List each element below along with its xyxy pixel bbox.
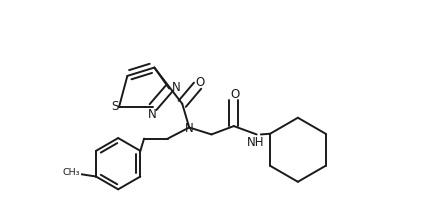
Text: N: N: [185, 122, 194, 135]
Text: N: N: [148, 108, 157, 121]
Text: S: S: [111, 100, 119, 113]
Text: N: N: [172, 81, 181, 94]
Text: CH₃: CH₃: [63, 168, 80, 177]
Text: NH: NH: [247, 136, 265, 149]
Text: O: O: [230, 88, 239, 101]
Text: O: O: [196, 76, 205, 89]
